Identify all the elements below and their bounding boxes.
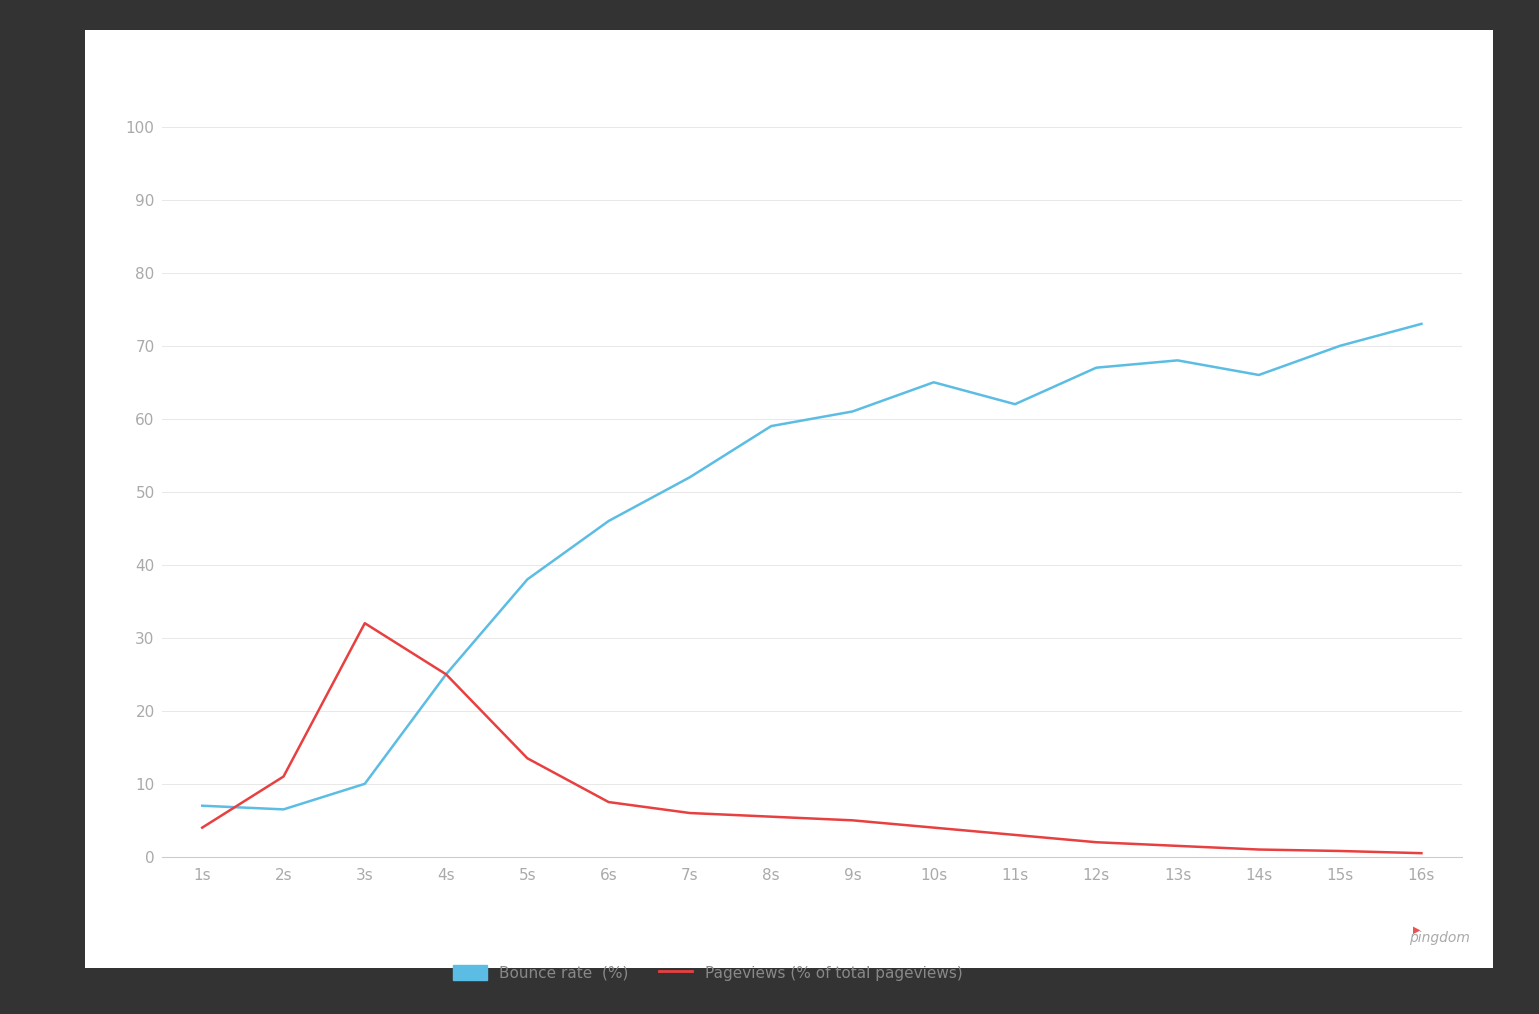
Legend: Bounce rate  (%), Pageviews (% of total pageviews): Bounce rate (%), Pageviews (% of total p… [452,964,962,981]
Text: pingdom: pingdom [1408,931,1470,945]
Text: ▶: ▶ [1413,925,1420,935]
